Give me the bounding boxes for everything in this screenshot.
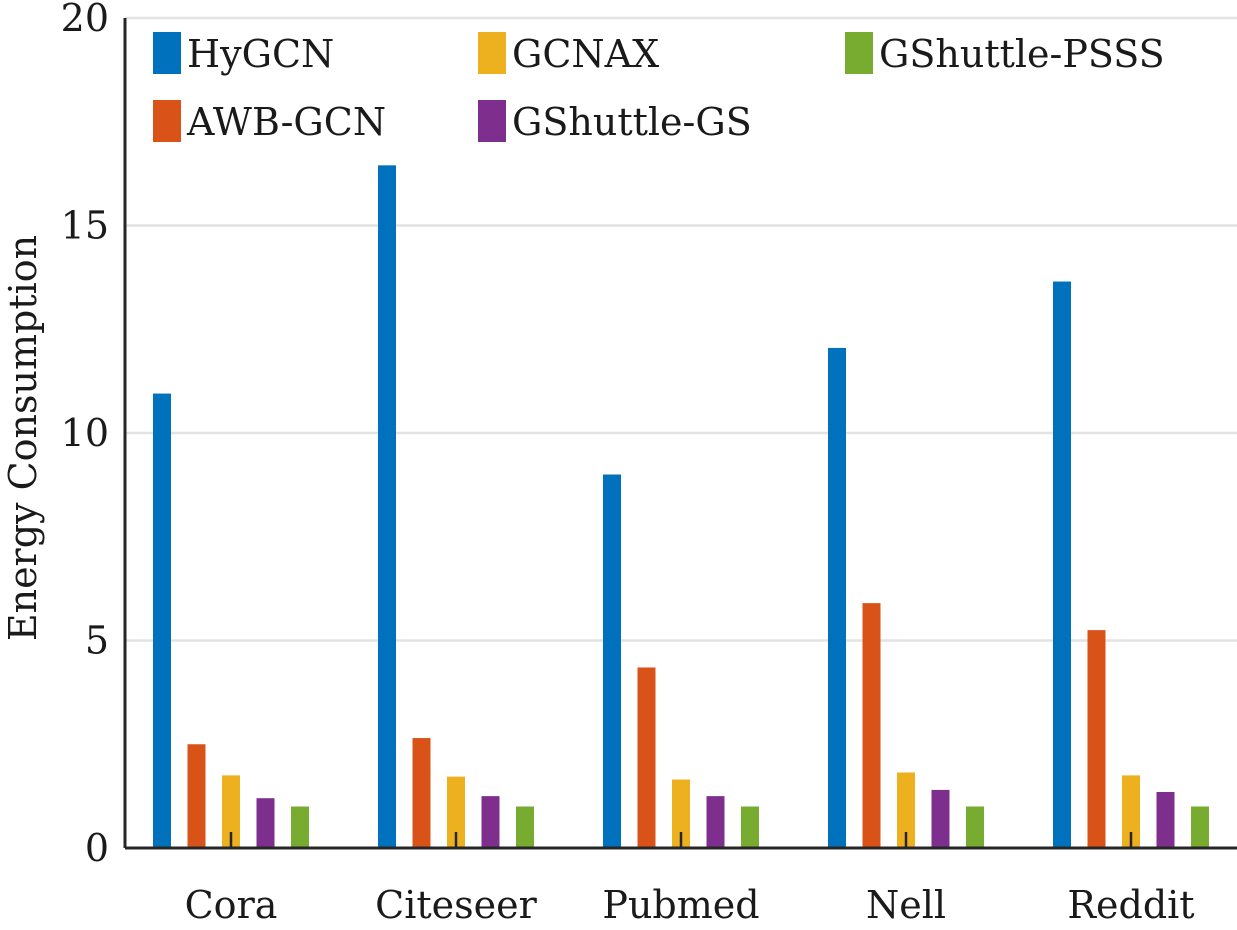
legend-swatch-awb-gcn [153,100,181,142]
bar-hygcn-nell [828,347,846,848]
bar-awb-gcn-pubmed [637,667,656,848]
bar-gshuttle-gs-reddit [1156,791,1175,848]
legend-label-gcnax: GCNAX [512,32,659,76]
legend-swatch-gcnax [478,32,506,74]
bar-gshuttle-gs-pubmed [706,796,725,848]
bar-gshuttle-psss-citeseer [516,806,534,848]
y-tick-label: 15 [61,204,109,248]
x-tick-label-citeseer: Citeseer [375,883,537,927]
y-tick-label: 20 [61,0,109,40]
y-tick-labels: 0 5 10 15 20 [61,0,109,870]
bar-hygcn-citeseer [378,165,396,848]
bar-gshuttle-psss-cora [291,806,309,848]
bar-gshuttle-psss-nell [966,806,984,848]
bar-gshuttle-psss-pubmed [741,806,759,848]
legend-label-hygcn: HyGCN [187,32,334,76]
bar-awb-gcn-reddit [1087,630,1106,848]
bar-hygcn-pubmed [603,474,621,848]
legend-swatch-hygcn [153,32,181,74]
bar-gshuttle-gs-citeseer [481,796,500,848]
y-tick-label: 5 [85,619,109,663]
bar-gshuttle-psss-reddit [1191,806,1209,848]
bar-hygcn-cora [153,393,171,848]
bar-hygcn-reddit [1053,281,1071,848]
x-tick-labels: Cora Citeseer Pubmed Nell Reddit [185,883,1195,927]
bars [153,165,1209,848]
bar-gshuttle-gs-cora [256,798,275,848]
y-tick-label: 0 [85,826,109,870]
x-tick-label-nell: Nell [866,883,946,927]
legend: HyGCN AWB-GCN GCNAX GShuttle-GS GShuttle-PSS… [153,32,1165,144]
y-tick-label: 10 [61,411,109,455]
x-tick-label-cora: Cora [185,883,278,927]
bar-awb-gcn-nell [862,603,881,848]
y-axis-title: Energy Consumption [1,235,45,641]
legend-label-awb-gcn: AWB-GCN [186,100,386,144]
bar-gcnax-citeseer [447,776,465,848]
bar-gcnax-pubmed [672,779,690,848]
legend-label-gshuttle-psss: GShuttle-PSSS [879,32,1165,76]
bar-gcnax-cora [222,775,240,848]
bar-gshuttle-gs-nell [931,789,950,848]
legend-label-gshuttle-gs: GShuttle-GS [512,100,752,144]
bar-awb-gcn-citeseer [412,738,431,848]
x-tick-label-pubmed: Pubmed [602,883,759,927]
legend-swatch-gshuttle-psss [845,32,873,74]
grid-lines [125,16,1237,642]
bar-gcnax-nell [897,772,915,848]
x-tick-label-reddit: Reddit [1067,883,1194,927]
legend-swatch-gshuttle-gs [478,100,506,142]
axes [123,18,1237,850]
bar-awb-gcn-cora [187,744,206,848]
bar-gcnax-reddit [1122,775,1140,848]
